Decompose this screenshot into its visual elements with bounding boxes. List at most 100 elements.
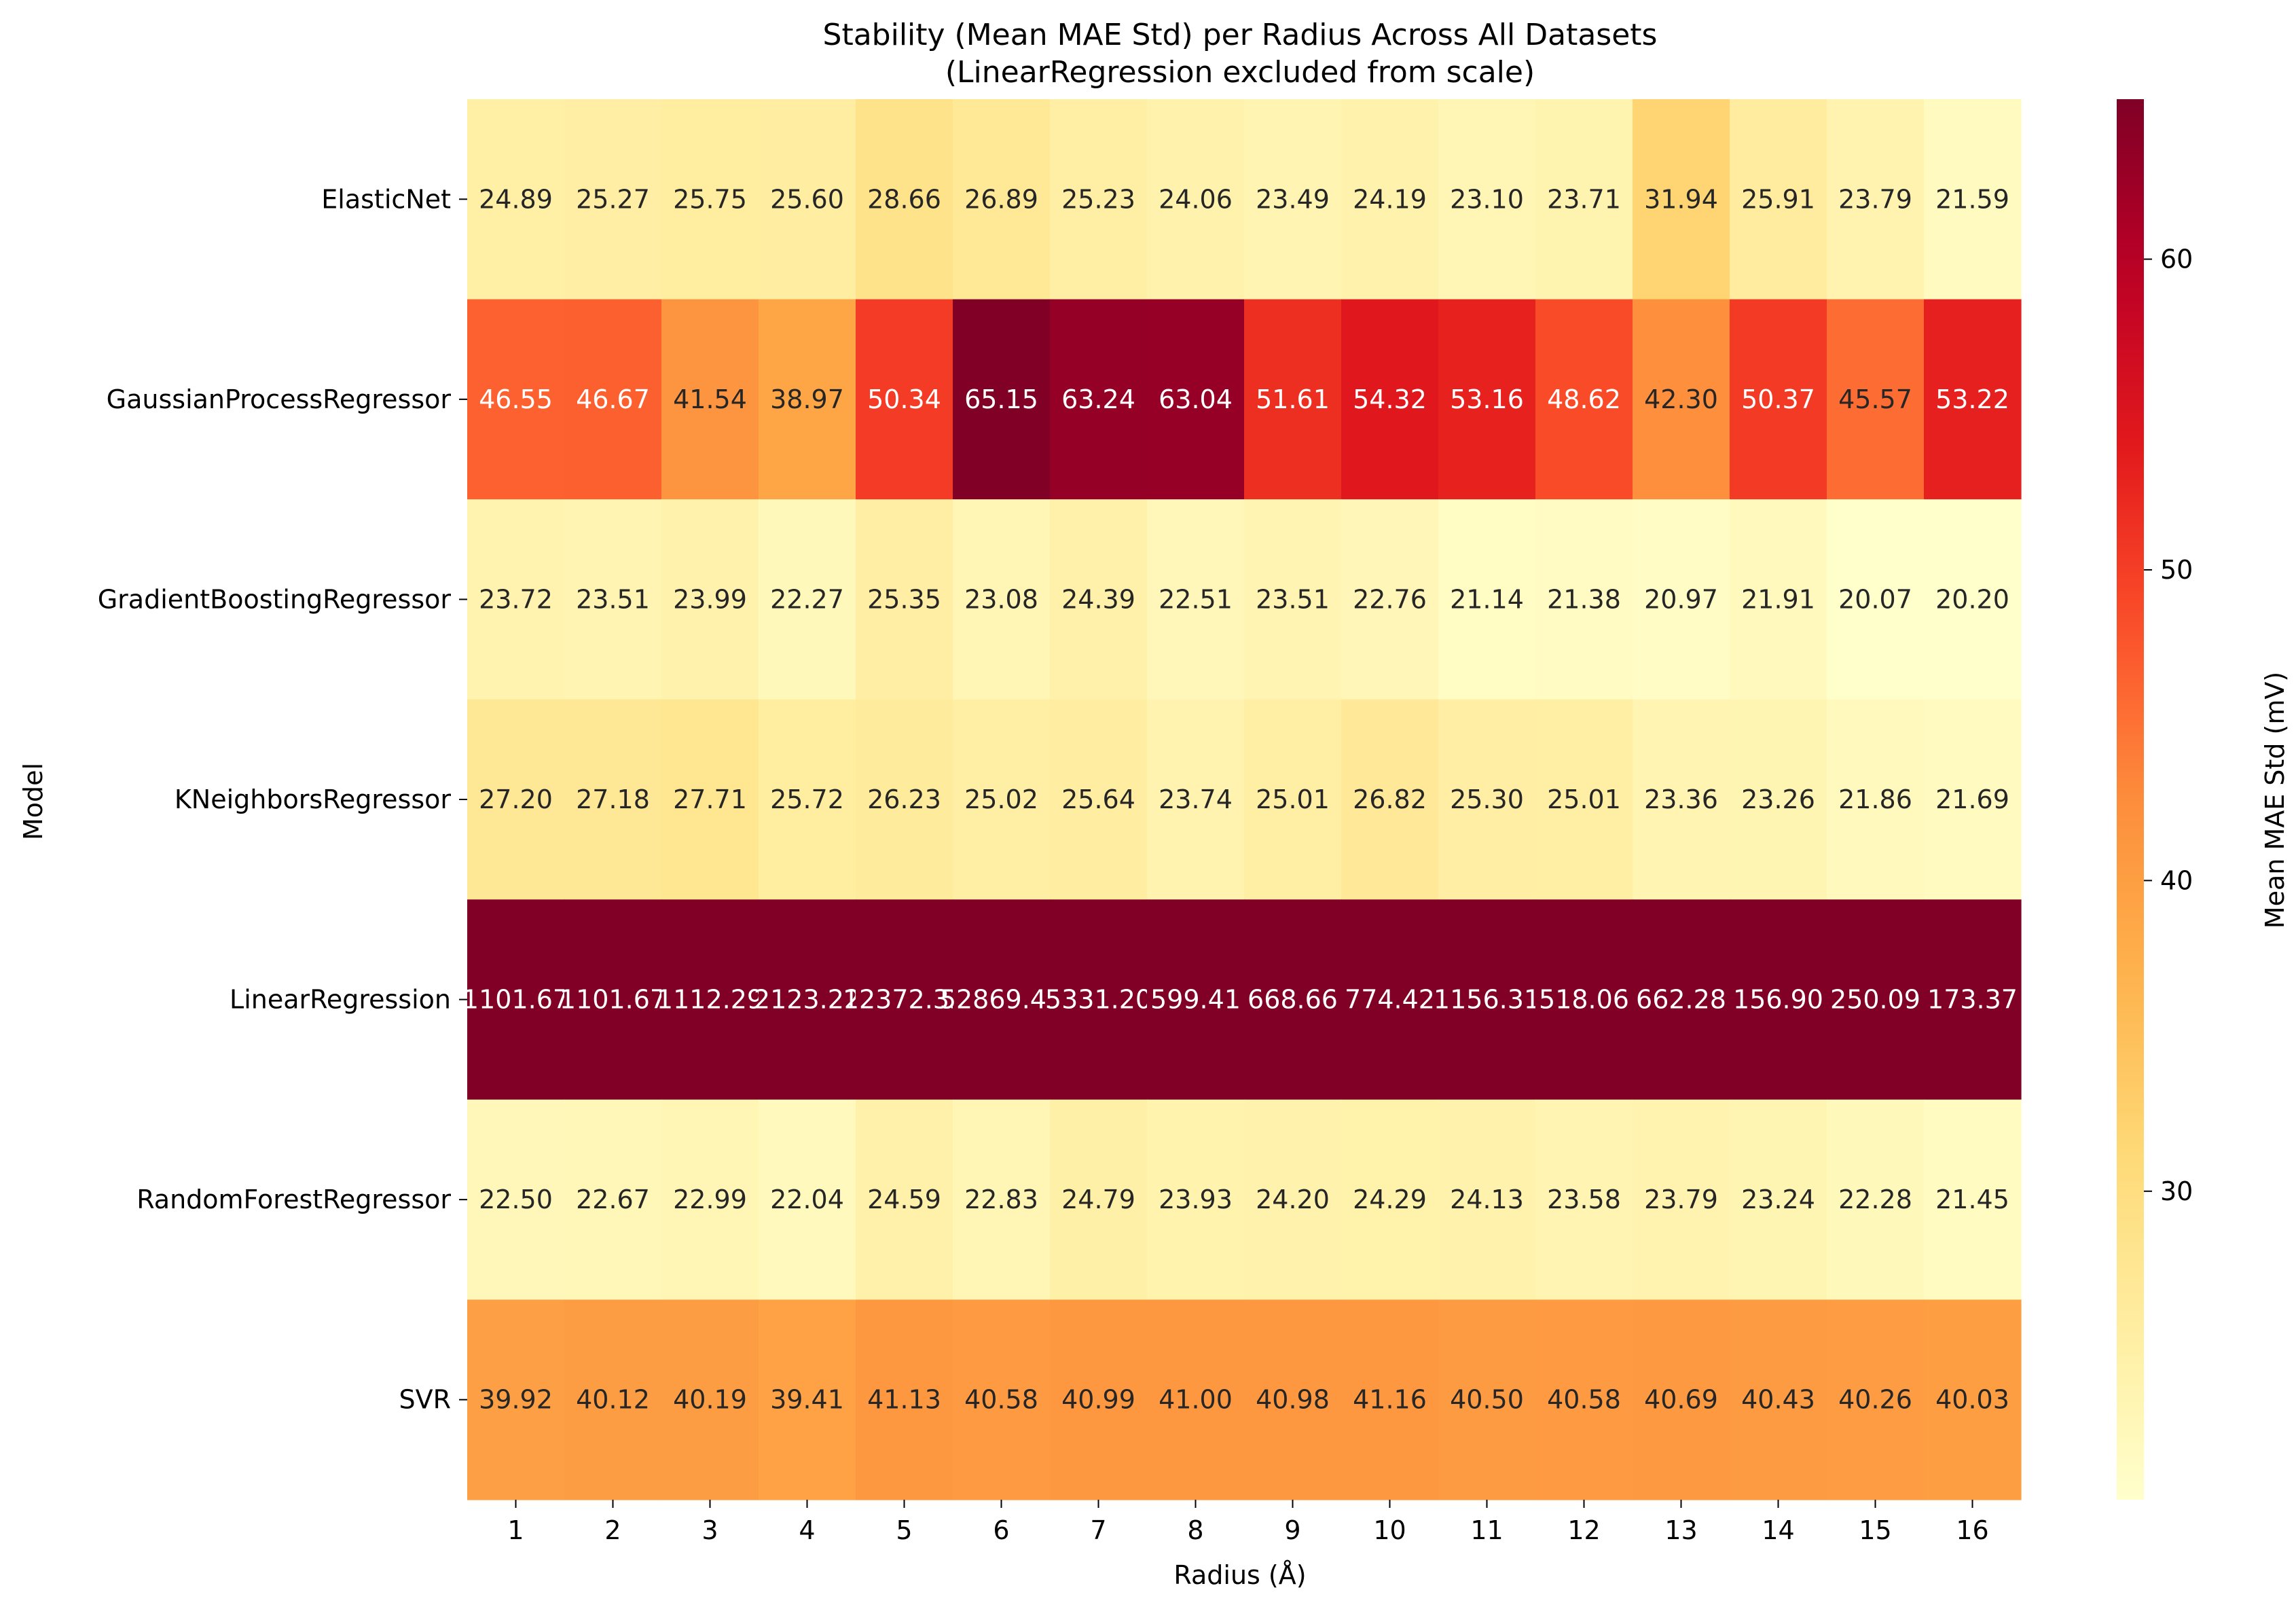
cell-value-label: 39.41: [770, 1385, 844, 1415]
cell-value-label: 22.50: [479, 1185, 553, 1214]
heatmap-cell: [856, 1299, 953, 1500]
heatmap-cell: [953, 499, 1051, 700]
heatmap-cell: [1535, 699, 1633, 900]
heatmap-cell: [467, 899, 565, 1100]
heatmap-cell: [953, 899, 1051, 1100]
colorbar-gradient: [2117, 99, 2144, 1500]
heatmap-cell: [856, 699, 953, 900]
cell-value-label: 1101.67: [462, 985, 569, 1015]
heatmap-cell: [1341, 1299, 1439, 1500]
y-tick-label: SVR: [399, 1385, 451, 1415]
cell-value-label: 22.67: [576, 1185, 650, 1214]
heatmap-cell: [661, 299, 759, 500]
cell-value-label: 23.36: [1644, 785, 1718, 814]
cell-value-label: 2123.22: [754, 985, 860, 1015]
cell-value-label: 24.19: [1353, 184, 1427, 214]
y-tick-label: RandomForestRegressor: [136, 1185, 451, 1214]
heatmap-cell: [1244, 899, 1342, 1100]
colorbar-tick-label: 30: [2160, 1176, 2193, 1206]
cell-value-label: 21.86: [1838, 785, 1912, 814]
cell-value-label: 25.35: [867, 584, 941, 614]
cell-value-label: 40.19: [673, 1385, 747, 1415]
heatmap-cell: [1438, 99, 1536, 300]
cell-value-label: 23.58: [1547, 1185, 1621, 1214]
heatmap-cell: [564, 99, 662, 300]
cell-value-label: 20.07: [1838, 584, 1912, 614]
x-tick-label: 14: [1762, 1515, 1794, 1545]
cell-value-label: 23.93: [1159, 1185, 1233, 1214]
cell-value-label: 50.37: [1741, 384, 1815, 414]
cell-value-label: 40.58: [1547, 1385, 1621, 1415]
heatmap-cell: [1633, 699, 1730, 900]
cell-value-label: 668.66: [1247, 985, 1338, 1015]
cell-value-label: 599.41: [1150, 985, 1241, 1015]
heatmap-cell: [856, 99, 953, 300]
cell-value-label: 40.03: [1935, 1385, 2009, 1415]
heatmap-cell: [1244, 499, 1342, 700]
heatmap-cell: [1730, 699, 1827, 900]
heatmap-cell: [1147, 299, 1245, 500]
x-tick-label: 10: [1373, 1515, 1406, 1545]
heatmap-cell: [759, 1099, 856, 1301]
cell-value-label: 24.20: [1256, 1185, 1330, 1214]
heatmap-cell: [953, 1099, 1051, 1301]
x-tick-label: 1: [507, 1515, 524, 1545]
heatmap-cell: [1827, 699, 1925, 900]
heatmap-cell: [1341, 299, 1439, 500]
x-tick-label: 4: [799, 1515, 815, 1545]
cell-value-label: 51.61: [1256, 384, 1330, 414]
cell-value-label: 23.71: [1547, 184, 1621, 214]
y-tick-label: KNeighborsRegressor: [175, 785, 451, 814]
heatmap-cell: [1147, 99, 1245, 300]
cell-value-label: 40.99: [1061, 1385, 1135, 1415]
cell-value-label: 1112.29: [657, 985, 763, 1015]
cell-value-label: 156.90: [1733, 985, 1823, 1015]
cell-value-label: 23.74: [1159, 785, 1233, 814]
heatmap-cell: [467, 299, 565, 500]
colorbar: 30 40 50 60: [2117, 99, 2193, 1500]
cell-value-label: 1101.67: [560, 985, 666, 1015]
heatmap-cell: [661, 499, 759, 700]
cell-value-label: 25.23: [1061, 184, 1135, 214]
cell-value-label: 41.54: [673, 384, 747, 414]
cell-value-label: 22.04: [770, 1185, 844, 1214]
cell-value-label: 52869.45: [940, 985, 1063, 1015]
cell-value-label: 41.00: [1159, 1385, 1233, 1415]
cell-value-label: 23.99: [673, 584, 747, 614]
cell-value-label: 21.59: [1935, 184, 2009, 214]
heatmap-cell: [1827, 499, 1925, 700]
cell-value-label: 26.82: [1353, 785, 1427, 814]
heatmap-cell: [1050, 1099, 1148, 1301]
heatmap-cell: [564, 899, 662, 1100]
heatmap-cell: [467, 99, 565, 300]
cell-value-label: 63.24: [1061, 384, 1135, 414]
heatmap-cell: [1438, 699, 1536, 900]
heatmap-cell: [759, 499, 856, 700]
cell-value-label: 23.49: [1256, 184, 1330, 214]
cell-value-label: 20.20: [1935, 584, 2009, 614]
cell-value-label: 50.34: [867, 384, 941, 414]
heatmap-cell: [1730, 99, 1827, 300]
heatmap-cell: [1535, 99, 1633, 300]
heatmap-cell: [1633, 1299, 1730, 1500]
heatmap-cell: [661, 99, 759, 300]
cell-value-label: 23.08: [964, 584, 1038, 614]
y-axis-label: Model: [18, 763, 48, 840]
y-tick-label: GradientBoostingRegressor: [98, 584, 452, 614]
heatmap-cell: [1244, 299, 1342, 500]
x-tick-label: 6: [993, 1515, 1009, 1545]
cell-value-label: 5331.20: [1045, 985, 1152, 1015]
heatmap-cell: [1924, 499, 2022, 700]
cell-value-label: 25.27: [576, 184, 650, 214]
cell-value-label: 22.99: [673, 1185, 747, 1214]
heatmap-cell: [1535, 1099, 1633, 1301]
cell-value-label: 21.69: [1935, 785, 2009, 814]
heatmap-cell: [1535, 899, 1633, 1100]
heatmap-cell: [953, 299, 1051, 500]
cell-value-label: 24.89: [479, 184, 553, 214]
cell-value-label: 27.20: [479, 785, 553, 814]
heatmap-cell: [1730, 1099, 1827, 1301]
x-tick-label: 13: [1664, 1515, 1697, 1545]
heatmap-cell: [1924, 1099, 2022, 1301]
